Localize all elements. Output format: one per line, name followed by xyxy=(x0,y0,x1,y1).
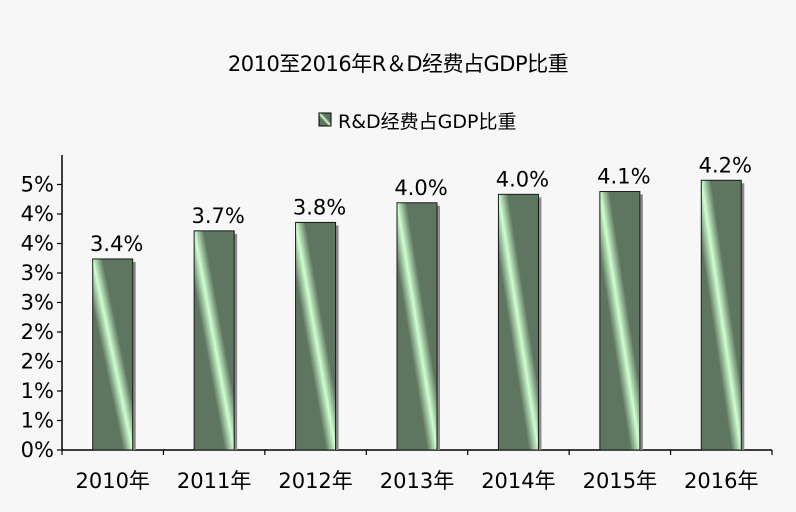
data-label: 3.4% xyxy=(90,232,143,256)
bar xyxy=(92,258,134,451)
bar xyxy=(295,221,337,451)
legend-label: R&D经费占GDP比重 xyxy=(338,111,516,133)
y-tick-label: 4% xyxy=(21,232,54,256)
data-label: 3.7% xyxy=(191,204,244,228)
y-tick-label: 3% xyxy=(21,261,54,285)
x-tick-label: 2013年 xyxy=(380,469,454,493)
x-tick-label: 2011年 xyxy=(177,469,251,493)
x-tick-label: 2015年 xyxy=(583,469,657,493)
x-tick-label: 2014年 xyxy=(481,469,555,493)
data-label: 4.1% xyxy=(597,165,650,189)
y-tick-label: 3% xyxy=(21,291,54,315)
y-tick-label: 2% xyxy=(21,350,54,374)
data-label: 4.0% xyxy=(496,167,549,191)
y-tick-label: 0% xyxy=(21,438,54,462)
legend-swatch xyxy=(318,112,332,127)
y-tick-label: 4% xyxy=(21,202,54,226)
y-tick-label: 2% xyxy=(21,320,54,344)
y-tick-label: 5% xyxy=(21,173,54,197)
legend: R&D经费占GDP比重 xyxy=(318,111,516,133)
bar xyxy=(193,230,235,451)
bar xyxy=(396,202,438,451)
bar xyxy=(700,179,742,451)
y-tick-label: 1% xyxy=(21,409,54,433)
bar xyxy=(599,191,641,451)
y-tick-label: 1% xyxy=(21,379,54,403)
x-tick-label: 2012年 xyxy=(278,469,352,493)
data-label: 4.2% xyxy=(699,153,752,177)
bar xyxy=(497,193,539,451)
chart-title: 2010至2016年R＆D经费占GDP比重 xyxy=(227,52,569,76)
x-tick-label: 2016年 xyxy=(684,469,758,493)
x-tick-label: 2010年 xyxy=(75,469,149,493)
data-label: 4.0% xyxy=(394,176,447,200)
data-label: 3.8% xyxy=(293,195,346,219)
